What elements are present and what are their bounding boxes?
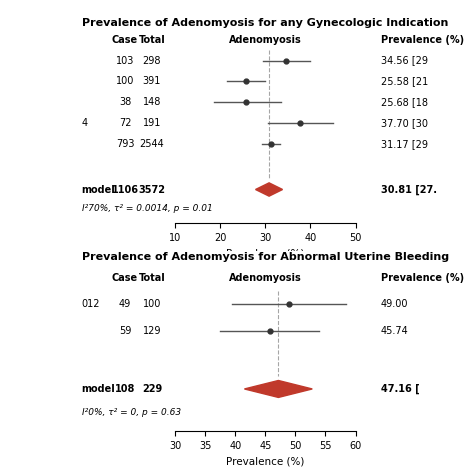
Text: Prevalence of Adenomyosis for any Gynecologic Indication: Prevalence of Adenomyosis for any Gyneco… xyxy=(82,18,448,28)
Text: 30.81 [27.: 30.81 [27. xyxy=(381,184,437,195)
Text: 59: 59 xyxy=(119,326,131,336)
Text: Prevalence (%): Prevalence (%) xyxy=(381,273,464,283)
Text: 229: 229 xyxy=(142,384,162,394)
Text: 3572: 3572 xyxy=(138,184,165,194)
Text: 4: 4 xyxy=(82,118,88,128)
Text: 38: 38 xyxy=(119,97,131,107)
Text: I²70%, τ² = 0.0014, p = 0.01: I²70%, τ² = 0.0014, p = 0.01 xyxy=(82,204,212,213)
Text: 72: 72 xyxy=(118,118,131,128)
Text: 45.74: 45.74 xyxy=(381,326,409,336)
Text: Prevalence of Adenomyosis for Abnormal Uterine Bleeding: Prevalence of Adenomyosis for Abnormal U… xyxy=(82,252,449,262)
Text: Adenomyosis: Adenomyosis xyxy=(229,35,302,45)
Text: model: model xyxy=(82,184,116,194)
Text: 49: 49 xyxy=(119,299,131,309)
Text: 25.58 [21: 25.58 [21 xyxy=(381,76,428,86)
Text: 103: 103 xyxy=(116,55,134,65)
Text: 37.70 [30: 37.70 [30 xyxy=(381,118,428,128)
X-axis label: Prevalence (%): Prevalence (%) xyxy=(226,456,305,466)
Text: 793: 793 xyxy=(116,139,134,149)
Text: 012: 012 xyxy=(82,299,100,309)
Text: Total: Total xyxy=(138,35,165,45)
Text: 129: 129 xyxy=(143,326,161,336)
Text: 1106: 1106 xyxy=(111,184,138,194)
Text: model: model xyxy=(82,384,116,394)
Text: 108: 108 xyxy=(115,384,135,394)
Text: 148: 148 xyxy=(143,97,161,107)
X-axis label: Prevalence (%): Prevalence (%) xyxy=(226,248,305,258)
Text: 391: 391 xyxy=(143,76,161,86)
Polygon shape xyxy=(245,381,312,397)
Text: 47.16 [: 47.16 [ xyxy=(381,384,419,394)
Text: 100: 100 xyxy=(116,76,134,86)
Text: Case: Case xyxy=(112,35,138,45)
Text: 2544: 2544 xyxy=(139,139,164,149)
Text: Adenomyosis: Adenomyosis xyxy=(229,273,302,283)
Text: 298: 298 xyxy=(143,55,161,65)
Text: I²0%, τ² = 0, p = 0.63: I²0%, τ² = 0, p = 0.63 xyxy=(82,408,181,417)
Polygon shape xyxy=(255,183,283,196)
Text: 49.00: 49.00 xyxy=(381,299,408,309)
Text: 34.56 [29: 34.56 [29 xyxy=(381,55,428,65)
Text: Prevalence (%): Prevalence (%) xyxy=(381,35,464,45)
Text: 31.17 [29: 31.17 [29 xyxy=(381,139,428,149)
Text: 191: 191 xyxy=(143,118,161,128)
Text: 25.68 [18: 25.68 [18 xyxy=(381,97,428,107)
Text: 100: 100 xyxy=(143,299,161,309)
Text: Case: Case xyxy=(112,273,138,283)
Text: Total: Total xyxy=(138,273,165,283)
